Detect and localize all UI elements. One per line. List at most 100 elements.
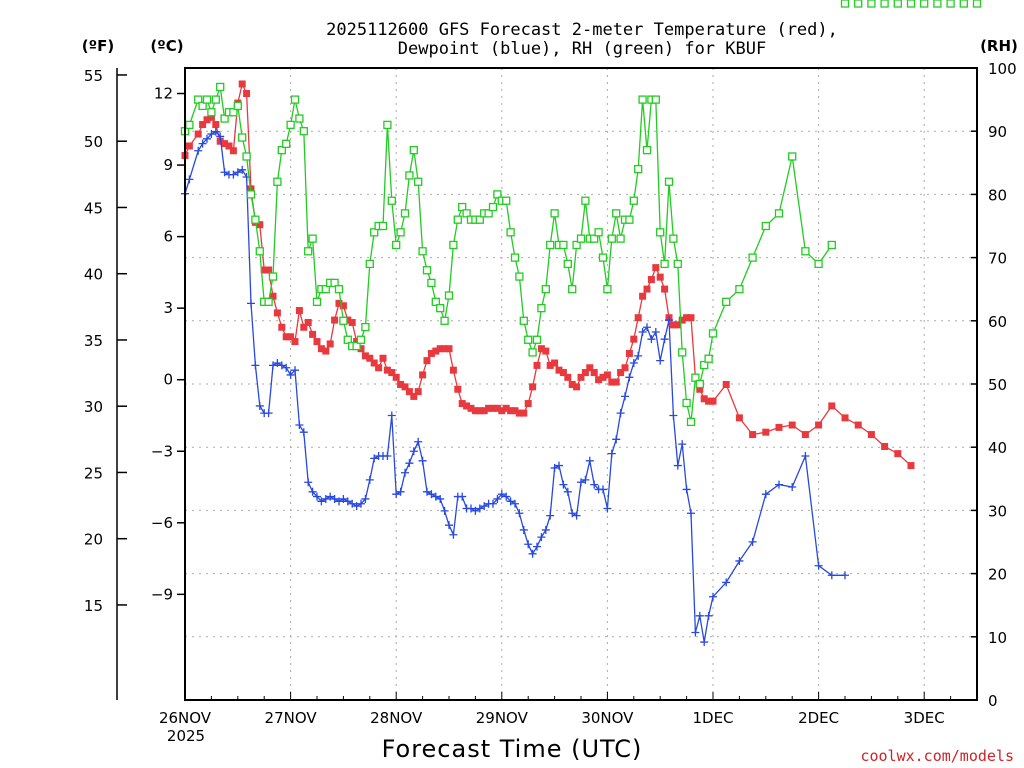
temperature-point	[287, 333, 295, 341]
dewpoint-point	[458, 492, 467, 501]
rh-point	[629, 196, 638, 205]
series-line	[184, 86, 833, 423]
rh-point	[422, 266, 432, 275]
dewpoint-point	[326, 492, 335, 501]
temperature-point	[546, 361, 554, 369]
rh-point	[642, 146, 652, 155]
temperature-point	[295, 307, 303, 315]
temperature-point	[639, 292, 647, 300]
rh-point	[673, 259, 682, 269]
temperature-point	[361, 352, 369, 360]
rh-point	[488, 202, 498, 212]
dewpoint-point	[427, 490, 436, 499]
temperature-point	[238, 80, 246, 88]
grid-lines	[185, 68, 977, 700]
rh-point	[880, 0, 889, 8]
temperature-point	[489, 404, 497, 412]
rh-tick-label: 50	[988, 376, 1007, 394]
dewpoint-point	[629, 359, 638, 368]
rh-point	[603, 285, 612, 294]
rh-point	[528, 348, 537, 357]
temperature-point	[463, 402, 471, 410]
fahrenheit-tick-label: 40	[84, 266, 103, 284]
rh-point	[607, 234, 616, 243]
temperature-point	[625, 349, 633, 357]
rh-point	[669, 234, 678, 243]
rh-point	[546, 240, 555, 250]
temperature-point	[401, 383, 409, 391]
dewpoint-point	[577, 478, 585, 487]
unit-celsius-label: (ºC)	[150, 37, 183, 55]
dewpoint-point	[581, 475, 590, 484]
rh-point	[233, 101, 242, 111]
dewpoint-point	[247, 299, 255, 308]
temperature-point	[436, 345, 444, 353]
dewpoint-point	[537, 533, 546, 542]
rh-point	[343, 335, 352, 344]
temperature-point	[375, 364, 383, 372]
dewpoint-point	[269, 361, 277, 370]
dewpoint-point	[827, 571, 836, 580]
series-line	[184, 82, 912, 467]
rh-point	[576, 234, 586, 243]
dewpoint-point	[489, 499, 497, 508]
rh-point	[202, 95, 212, 104]
dewpoint-point	[370, 454, 379, 463]
dewpoint-point	[475, 504, 484, 513]
rh-point	[572, 240, 581, 250]
celsius-tick-label: −6	[151, 514, 173, 532]
dewpoint-point	[282, 363, 291, 372]
temperature-point	[907, 462, 915, 470]
dewpoint-point	[414, 437, 423, 446]
rh-point	[273, 177, 282, 186]
dewpoint-point	[229, 170, 238, 179]
dewpoint-point	[308, 487, 317, 496]
rh-point	[251, 215, 260, 224]
rh-point	[700, 360, 709, 370]
fahrenheit-tick-label: 25	[84, 464, 103, 482]
temperature-point	[199, 121, 207, 129]
temperature-point	[511, 407, 519, 415]
dewpoint-point	[568, 509, 577, 518]
dewpoint-point	[365, 475, 374, 484]
temperature-point	[656, 273, 664, 281]
rh-point	[361, 322, 370, 332]
dewpoint-point	[471, 506, 480, 515]
rh-point	[299, 127, 308, 136]
celsius-tick-label: −3	[151, 442, 173, 460]
dewpoint-point	[607, 449, 616, 458]
dewpoint-point	[678, 440, 687, 449]
temperature-point	[454, 385, 462, 393]
rh-point	[418, 247, 427, 256]
dewpoint-point	[673, 461, 682, 470]
temperature-point	[207, 113, 215, 121]
rh-point	[563, 259, 572, 269]
rh-point	[246, 190, 256, 199]
temperature-point	[265, 266, 273, 274]
rh-tick-label: 40	[988, 439, 1007, 457]
dewpoint-point	[621, 392, 629, 401]
time-tick-label: 1DEC	[692, 709, 733, 727]
rh-point	[590, 234, 599, 243]
rh-point	[334, 285, 344, 294]
rh-point	[396, 228, 405, 237]
temperature-point	[300, 323, 308, 331]
temperature-point	[683, 314, 691, 322]
temperature-point	[392, 373, 400, 381]
temperature-point	[309, 330, 317, 338]
dewpoint-point	[533, 542, 541, 551]
dewpoint-point	[423, 487, 431, 496]
temperature-point	[419, 371, 427, 379]
rh-point	[462, 209, 471, 218]
temperature-point	[502, 404, 510, 412]
rh-point	[286, 120, 295, 130]
rh-point	[277, 146, 286, 155]
temperature-point	[476, 407, 484, 415]
dewpoint-point	[735, 556, 744, 565]
rh-point	[840, 0, 850, 8]
rh-point	[502, 196, 511, 205]
temperature-point	[775, 423, 783, 431]
rh-point	[414, 177, 423, 186]
rh-tick-label: 30	[988, 502, 1007, 520]
rh-point	[330, 278, 339, 288]
